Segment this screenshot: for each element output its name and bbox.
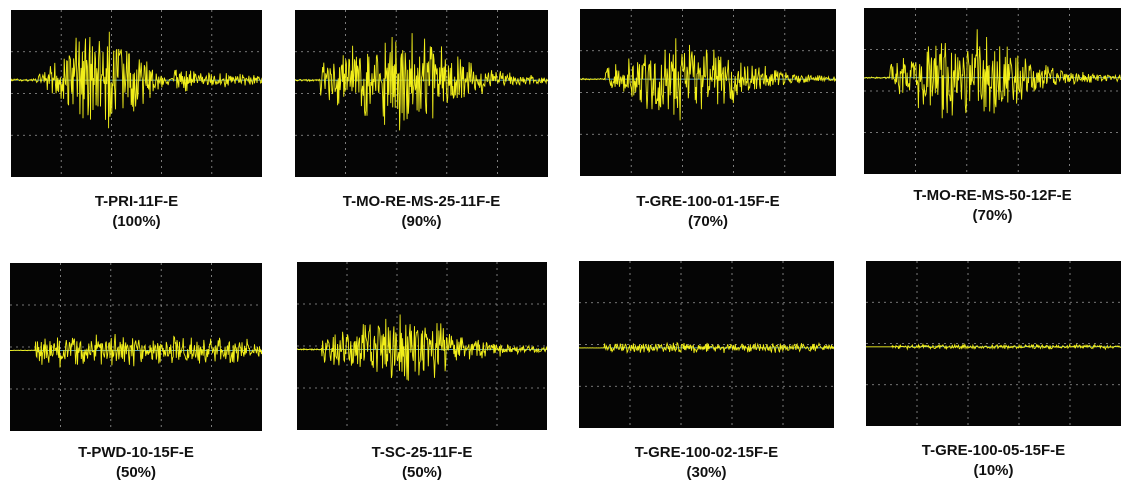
graticule-grid (11, 10, 262, 177)
oscilloscope-screen (580, 9, 836, 176)
waveform-trace (579, 341, 834, 354)
oscilloscope-screen (866, 261, 1121, 426)
scope-graticule (11, 10, 262, 177)
graticule-grid (10, 263, 262, 431)
panel-percent: (50%) (115, 464, 156, 481)
panel-caption: T-GRE-100-02-15F-E (30%) (579, 443, 834, 483)
waveform-trace (864, 29, 1121, 119)
panel-name: T-PWD-10-15F-E (78, 444, 194, 461)
panel-caption: T-PWD-10-15F-E (50%) (10, 443, 262, 483)
panel-percent: (50%) (401, 464, 442, 481)
graticule-grid (580, 9, 836, 176)
waveform-trace (11, 31, 262, 129)
panel-name: T-SC-25-11F-E (371, 444, 473, 461)
scope-graticule (579, 261, 834, 428)
scope-graticule (866, 261, 1121, 426)
panel-name: T-PRI-11F-E (94, 193, 179, 210)
panel-caption: T-MO-RE-MS-50-12F-E (70%) (864, 186, 1121, 226)
waveform-trace (866, 342, 1121, 351)
scope-graticule (10, 263, 262, 431)
panel-caption: T-SC-25-11F-E (50%) (297, 443, 547, 483)
panel-caption: T-PRI-11F-E (100%) (11, 192, 262, 232)
panel-name: T-MO-RE-MS-25-11F-E (342, 193, 501, 210)
panel-name: T-GRE-100-01-15F-E (636, 193, 780, 210)
waveform-trace (295, 33, 548, 131)
panel-percent: (70%) (687, 213, 728, 230)
scope-graticule (580, 9, 836, 176)
oscilloscope-screen (579, 261, 834, 428)
graticule-grid (864, 8, 1121, 174)
panel-caption: T-MO-RE-MS-25-11F-E (90%) (295, 192, 548, 232)
panel-name: T-GRE-100-02-15F-E (634, 444, 779, 461)
scope-graticule (297, 262, 547, 430)
scope-graticule (295, 10, 548, 177)
panel-caption: T-GRE-100-05-15F-E (10%) (866, 441, 1121, 481)
scope-graticule (864, 8, 1121, 174)
oscilloscope-screen (10, 263, 262, 431)
panel-percent: (10%) (973, 462, 1014, 479)
waveform-trace (10, 333, 262, 368)
panel-percent: (70%) (972, 207, 1013, 224)
waveform-trace (580, 38, 836, 121)
oscilloscope-screen (864, 8, 1121, 174)
graticule-grid (866, 261, 1121, 426)
panel-percent: (100%) (112, 213, 161, 230)
panel-percent: (30%) (686, 464, 727, 481)
panel-name: T-GRE-100-05-15F-E (921, 442, 1066, 459)
waveform-trace (297, 314, 547, 381)
oscilloscope-screen (295, 10, 548, 177)
panel-caption: T-GRE-100-01-15F-E (70%) (580, 192, 836, 232)
oscilloscope-screen (11, 10, 262, 177)
oscilloscope-screen (297, 262, 547, 430)
panel-name: T-MO-RE-MS-50-12F-E (913, 187, 1072, 204)
graticule-grid (579, 261, 834, 428)
panel-percent: (90%) (401, 213, 442, 230)
